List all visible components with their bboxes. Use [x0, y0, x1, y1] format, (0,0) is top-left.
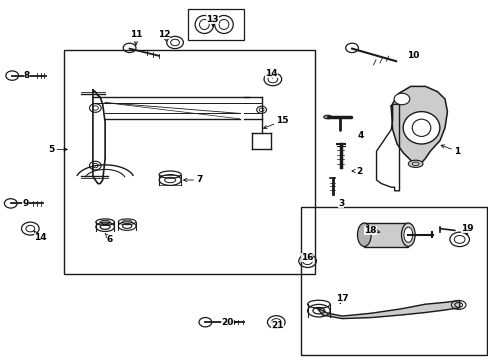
Ellipse shape — [401, 223, 414, 247]
Text: 3: 3 — [338, 199, 344, 208]
Text: 14: 14 — [34, 231, 46, 242]
Polygon shape — [316, 301, 459, 319]
Text: 21: 21 — [270, 321, 283, 330]
Text: 13: 13 — [206, 15, 219, 26]
Ellipse shape — [407, 160, 422, 167]
Ellipse shape — [323, 115, 331, 119]
Circle shape — [393, 93, 409, 105]
Bar — [364, 223, 407, 247]
Text: 12: 12 — [157, 30, 170, 41]
Text: 2: 2 — [351, 166, 362, 175]
Text: 6: 6 — [105, 233, 113, 244]
Text: 17: 17 — [335, 294, 348, 303]
Text: 11: 11 — [129, 30, 142, 45]
Text: 7: 7 — [183, 175, 203, 184]
Text: 10: 10 — [406, 51, 419, 60]
Text: 4: 4 — [357, 130, 364, 139]
Text: 9: 9 — [22, 199, 29, 208]
Ellipse shape — [403, 112, 439, 144]
Text: 18: 18 — [364, 226, 379, 235]
Text: 1: 1 — [440, 145, 459, 156]
Bar — [188, 9, 244, 40]
Text: 19: 19 — [460, 224, 472, 235]
Bar — [63, 50, 315, 274]
Text: 8: 8 — [24, 71, 30, 80]
Text: 5: 5 — [48, 145, 67, 154]
Text: 15: 15 — [263, 116, 288, 129]
Text: 20: 20 — [221, 318, 236, 327]
Text: 16: 16 — [300, 253, 313, 262]
Polygon shape — [390, 86, 447, 166]
Bar — [300, 207, 486, 355]
Text: 14: 14 — [264, 69, 277, 78]
Ellipse shape — [357, 223, 370, 247]
Ellipse shape — [403, 227, 412, 242]
